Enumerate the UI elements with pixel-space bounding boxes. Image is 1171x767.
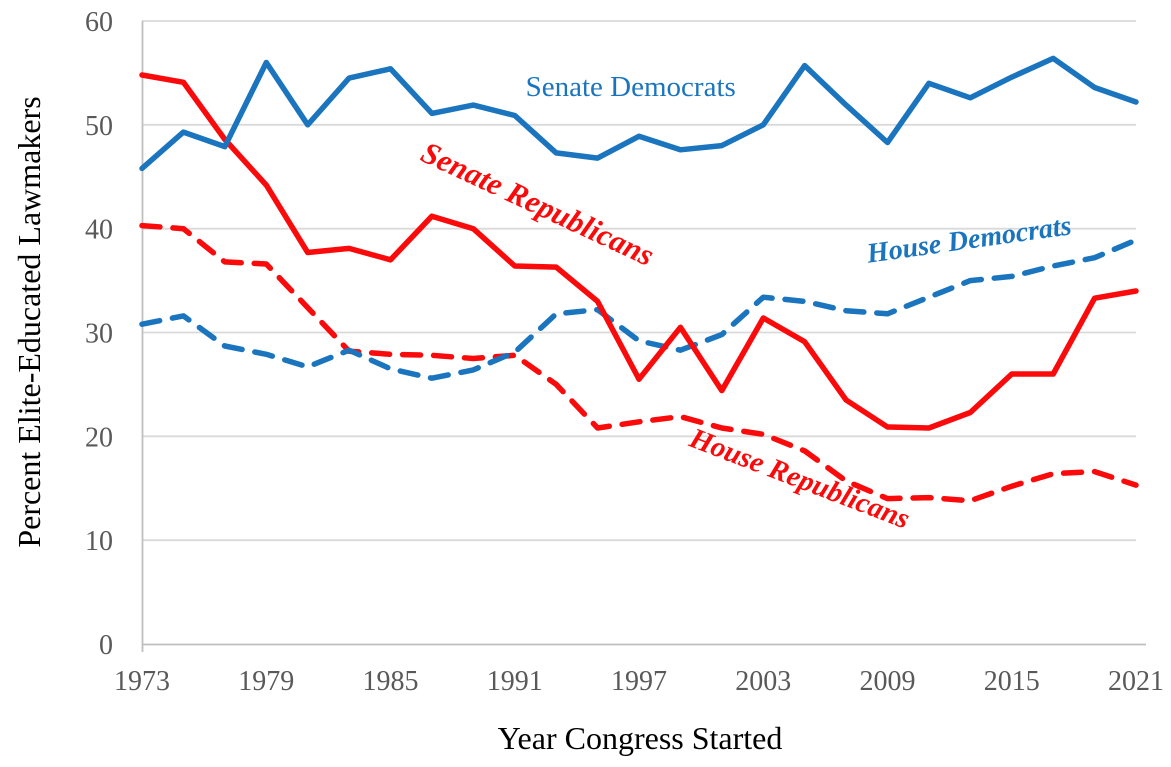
- y-axis-tick-labels: 0 10 20 30 40 50 60: [85, 7, 113, 661]
- x-tick-label: 2015: [984, 666, 1040, 697]
- x-axis-title: Year Congress Started: [498, 720, 783, 756]
- x-tick-label: 1985: [363, 666, 419, 697]
- x-tick-label: 2003: [735, 666, 791, 697]
- y-axis-title: Percent Elite-Educated Lawmakers: [11, 96, 47, 547]
- series-line-house-republicans: [139, 222, 1139, 504]
- series-label-senate-democrats: Senate Democrats: [526, 71, 736, 103]
- x-tick-label: 1979: [238, 666, 294, 697]
- series-lines: [139, 55, 1139, 504]
- series-label-house-democrats: House Democrats: [864, 210, 1074, 270]
- x-tick-label: 2021: [1108, 666, 1164, 697]
- series-label-house-republicans: House Republicans: [684, 422, 914, 536]
- y-tick-label: 0: [99, 630, 113, 661]
- series-line-house-democrats: [139, 237, 1139, 381]
- y-tick-label: 10: [85, 526, 113, 557]
- x-tick-label: 1997: [611, 666, 667, 697]
- series-inline-labels: Senate Democrats Senate Republicans House …: [416, 71, 1073, 536]
- y-tick-label: 30: [85, 319, 113, 350]
- series-line-senate-republicans: [139, 72, 1139, 431]
- y-tick-label: 40: [85, 215, 113, 246]
- x-axis-tick-labels: 1973 1979 1985 1991 1997 2003 2009 2015 2021: [114, 666, 1164, 697]
- series-line-senate-democrats: [139, 55, 1139, 172]
- x-tick-label: 1973: [114, 666, 170, 697]
- y-tick-label: 60: [85, 7, 113, 38]
- x-tick-label: 2009: [860, 666, 916, 697]
- x-tick-label: 1991: [487, 666, 543, 697]
- y-tick-label: 20: [85, 422, 113, 453]
- y-tick-label: 50: [85, 111, 113, 142]
- series-label-senate-republicans: Senate Republicans: [416, 134, 659, 272]
